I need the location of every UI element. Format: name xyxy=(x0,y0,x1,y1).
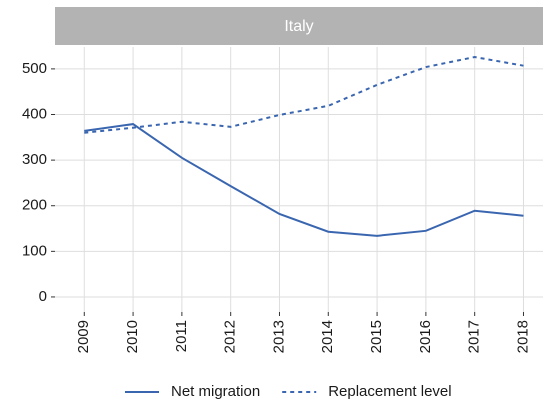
chart-title: Italy xyxy=(284,18,313,35)
y-tick-label: 200 xyxy=(22,197,47,214)
x-tick-label: 2012 xyxy=(222,320,239,353)
x-tick-label: 2017 xyxy=(466,320,483,353)
x-tick-label: 2013 xyxy=(270,320,287,353)
y-tick-label: 500 xyxy=(22,60,47,77)
y-tick-label: 0 xyxy=(39,288,47,305)
series-line xyxy=(84,56,524,134)
x-tick-label: 2010 xyxy=(124,320,141,353)
x-tick-label: 2016 xyxy=(417,320,434,353)
x-tick-label: 2018 xyxy=(514,320,531,353)
legend-label: Net migration xyxy=(171,383,260,400)
y-tick-label: 300 xyxy=(22,151,47,168)
legend-label: Replacement level xyxy=(328,383,451,400)
x-tick-label: 2011 xyxy=(173,320,190,352)
y-tick-label: 100 xyxy=(22,242,47,259)
x-tick-label: 2014 xyxy=(319,320,336,353)
series-line xyxy=(84,123,524,237)
x-tick-label: 2015 xyxy=(368,320,385,353)
facet-header xyxy=(55,7,543,45)
x-tick-label: 2009 xyxy=(75,320,92,353)
y-tick-label: 400 xyxy=(22,105,47,122)
